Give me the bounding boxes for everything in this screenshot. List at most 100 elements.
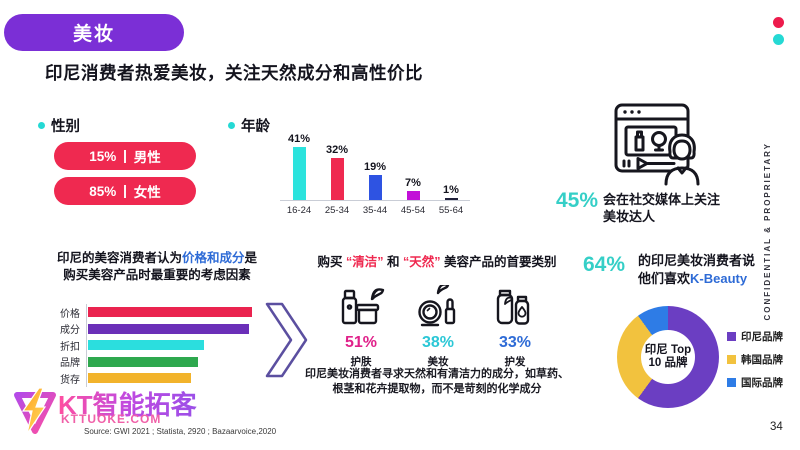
categories-heading-natural: “天然” — [402, 255, 441, 269]
brand-legend: 印尼品牌韩国品牌国际品牌 — [727, 329, 783, 390]
age-bar-value: 32% — [325, 144, 349, 157]
gender-male-pill: 15% 男性 — [54, 142, 196, 170]
gender-female-label: 女性 — [133, 185, 161, 200]
categories-heading-suffix: 美容产品的首要类别 — [443, 255, 557, 269]
considerations-bar-chart: 价格成分折扣品牌货存 — [36, 304, 252, 387]
makeup-icon — [413, 285, 463, 331]
kbeauty-stat-line1: 的印尼美妆消费者说 — [638, 253, 756, 268]
age-label: 年龄 — [241, 119, 270, 135]
age-bar-category: 35-44 — [362, 205, 388, 216]
categories-note-line2: 根茎和花卉提取物，而不是苛刻的化学成分 — [332, 383, 542, 395]
haircare-icon — [490, 285, 540, 331]
legend-swatch — [727, 332, 736, 341]
category-haircare-label: 护发 — [504, 356, 526, 368]
page-title: 印尼消费者热爱美妆，关注天然成分和高性价比 — [45, 63, 423, 83]
legend-label: 印尼品牌 — [741, 331, 783, 343]
category-skincare: 51% 护肤 — [328, 285, 394, 369]
kbeauty-highlight: K-Beauty — [690, 271, 748, 286]
category-skincare-pct: 51% — [344, 334, 378, 351]
gender-male-label: 男性 — [133, 150, 161, 165]
donut-center-line1: 印尼 Top — [644, 343, 692, 356]
considerations-highlight: 价格和成分 — [181, 251, 245, 265]
categories-note: 印尼美妆消费者寻求天然和有清洁力的成分，如草药、 根茎和花卉提取物，而不是苛刻的… — [298, 367, 576, 397]
considerations-prefix: 印尼的美容消费者认为 — [56, 251, 182, 265]
gender-section-label: 性别 — [38, 115, 80, 136]
bullet-icon — [38, 122, 45, 129]
social-stat-value: 45% — [556, 189, 599, 212]
decor-dot-cyan — [773, 34, 784, 45]
age-bar-category: 45-54 — [400, 205, 426, 216]
age-section-label: 年龄 — [228, 115, 270, 136]
age-bar-group: 7% 45-54 — [394, 176, 432, 216]
divider — [124, 184, 126, 198]
category-skincare-label: 护肤 — [350, 356, 372, 368]
section-badge-label: 美妆 — [72, 24, 115, 45]
consideration-row: 品牌 — [36, 353, 252, 370]
watermark-brand: KT智能拓客 — [58, 385, 197, 422]
watermark-url: KTTUOKE.COM — [61, 412, 162, 426]
consideration-bar — [88, 323, 249, 334]
age-bar — [444, 198, 458, 200]
skincare-icon — [336, 285, 386, 331]
age-bar — [368, 175, 382, 200]
consideration-row: 价格 — [36, 304, 252, 321]
social-stat-line2: 美妆达人 — [603, 209, 656, 224]
legend-item: 国际品牌 — [727, 375, 783, 390]
consideration-row: 成分 — [36, 320, 252, 337]
kbeauty-stat-text: 的印尼美妆消费者说 他们喜欢K-Beauty — [638, 252, 755, 288]
divider — [124, 149, 126, 163]
categories-items: 51% 护肤 38% 美妆 — [328, 285, 548, 369]
brand-donut-center-label: 印尼 Top 10 品牌 — [641, 330, 695, 384]
gender-female-value: 85% — [89, 183, 117, 199]
page-number: 34 — [770, 421, 783, 433]
consideration-label: 折扣 — [60, 341, 80, 353]
age-bar-value: 1% — [443, 184, 459, 196]
age-bar-value: 19% — [363, 161, 387, 174]
age-bar-value: 7% — [405, 176, 421, 189]
consideration-label: 品牌 — [60, 358, 80, 370]
category-haircare-pct: 33% — [498, 334, 532, 351]
kbeauty-stat-value: 64% — [583, 253, 626, 276]
consideration-label: 成分 — [60, 325, 80, 337]
consideration-label: 价格 — [60, 308, 80, 320]
considerations-line2: 购买美容产品时最重要的考虑因素 — [63, 267, 251, 282]
legend-item: 韩国品牌 — [727, 352, 783, 367]
source-citation: Source: GWI 2021 ; Statista, 2920 ; Baza… — [84, 427, 277, 436]
donut-center-line2: 10 品牌 — [648, 357, 688, 369]
category-makeup-pct: 38% — [421, 334, 455, 351]
age-bar-group: 1% 55-64 — [432, 184, 470, 216]
age-bar-category: 25-34 — [324, 205, 350, 216]
consideration-label: 货存 — [60, 374, 80, 386]
legend-label: 韩国品牌 — [741, 354, 783, 366]
gender-female-pill: 85% 女性 — [54, 177, 196, 205]
legend-swatch — [727, 355, 736, 364]
age-bar-group: 41% 16-24 — [280, 132, 318, 216]
beauty-vlogger-video-icon — [612, 100, 708, 191]
legend-label: 国际品牌 — [741, 377, 783, 389]
categories-note-line1: 印尼美妆消费者寻求天然和有清洁力的成分，如草药、 — [305, 368, 569, 380]
consideration-row: 折扣 — [36, 337, 252, 354]
age-bar — [292, 146, 306, 200]
categories-heading-clean: “清洁” — [345, 255, 384, 269]
confidential-label: CONFIDENTIAL & PROPRIETARY — [763, 142, 772, 321]
social-stat-line1: 会在社交媒体上关注 — [603, 192, 721, 207]
category-makeup-label: 美妆 — [427, 356, 449, 368]
consideration-bar — [88, 340, 205, 351]
age-bar-group: 19% 35-44 — [356, 161, 394, 216]
gender-label: 性别 — [51, 119, 80, 135]
categories-heading-prefix: 购买 — [317, 255, 343, 269]
age-bar-category: 55-64 — [438, 205, 464, 216]
lightning-triangle-logo-icon — [10, 386, 60, 443]
consideration-bar — [88, 307, 252, 318]
considerations-text: 印尼的美容消费者认为价格和成分是 购买美容产品时最重要的考虑因素 — [40, 250, 274, 283]
age-bar-value: 41% — [287, 132, 311, 145]
bullet-icon — [228, 122, 235, 129]
consideration-bar — [88, 356, 198, 367]
age-bar-category: 16-24 — [286, 205, 312, 216]
age-bar-group: 32% 25-34 — [318, 144, 356, 216]
gender-male-value: 15% — [89, 148, 117, 164]
age-bar — [330, 158, 344, 200]
age-bar-chart: 41% 16-24 32% 25-34 19% 35-44 7% 45-54 1% 55-64 — [280, 129, 470, 216]
social-stat-text: 会在社交媒体上关注 美妆达人 — [603, 191, 720, 225]
